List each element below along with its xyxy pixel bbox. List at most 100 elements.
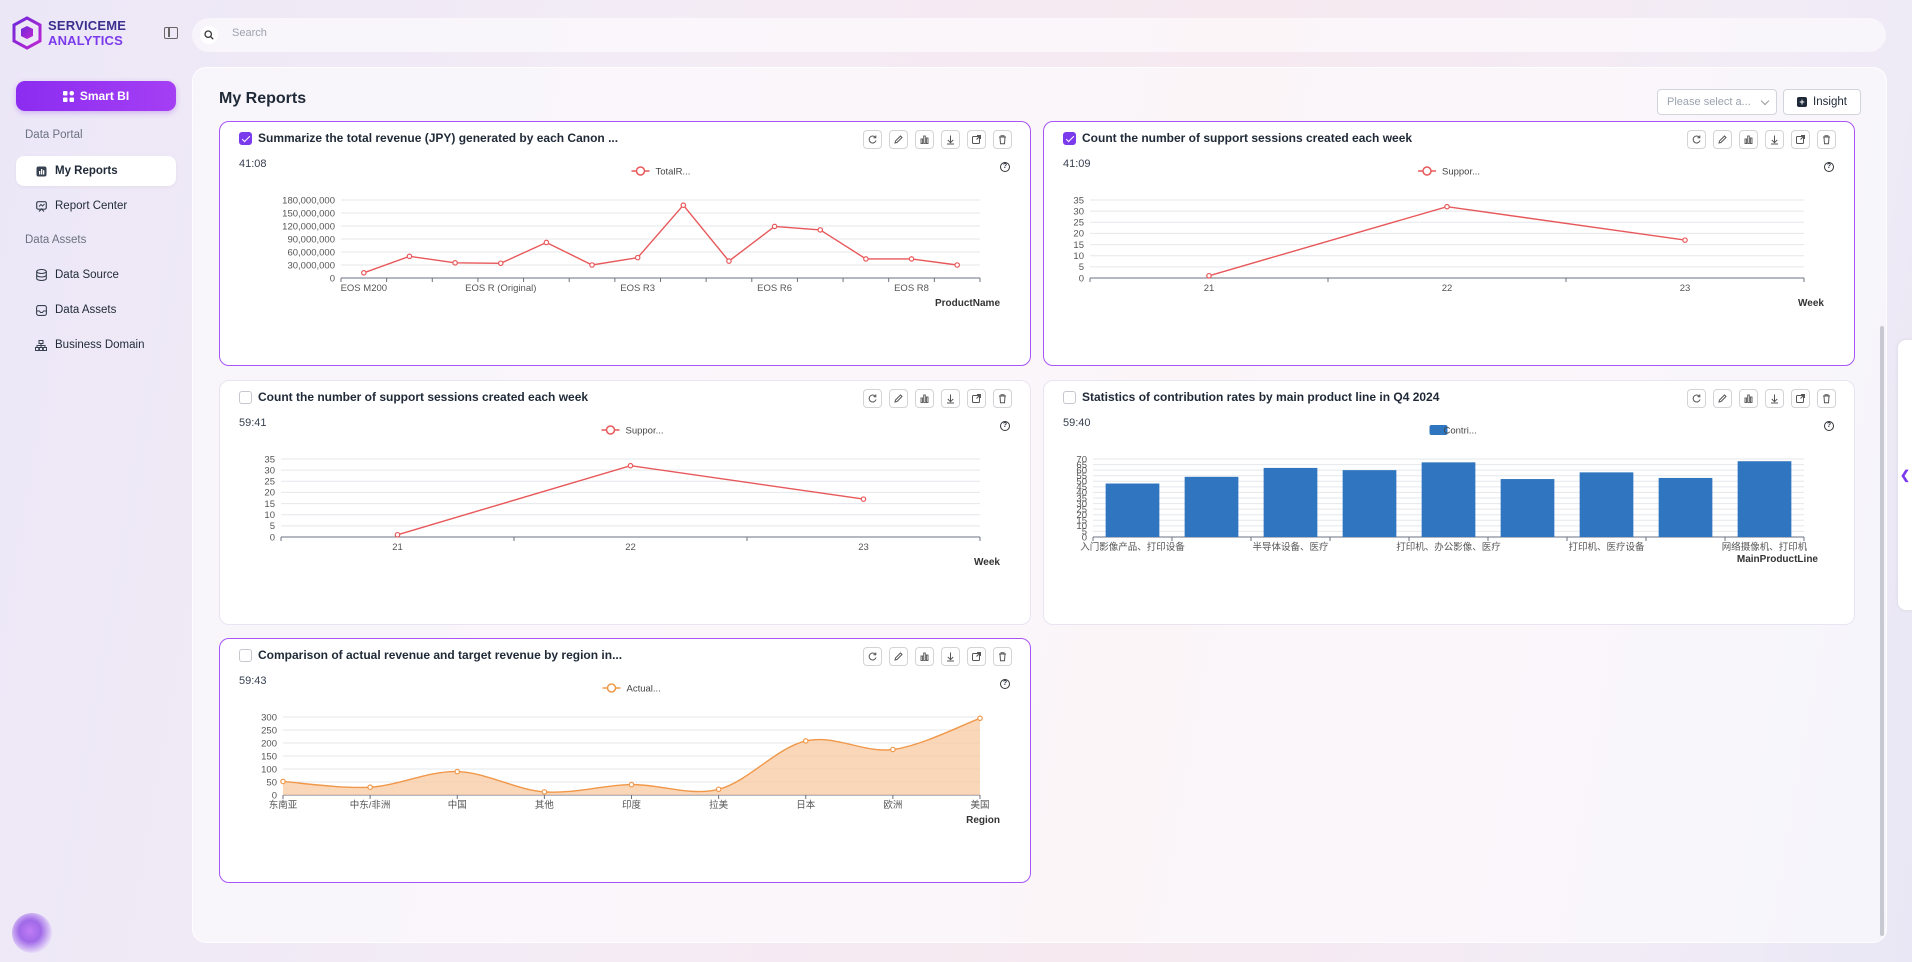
report-select[interactable]: Please select a... xyxy=(1657,89,1777,115)
x-axis-title: Region xyxy=(966,815,1000,826)
assistant-avatar[interactable] xyxy=(12,913,52,953)
download-icon[interactable] xyxy=(1765,389,1784,408)
download-icon[interactable] xyxy=(941,389,960,408)
card-toolbar xyxy=(863,130,1012,149)
y-tick-label: 150,000,000 xyxy=(282,208,335,219)
series-line xyxy=(363,204,958,274)
legend: Actual... xyxy=(602,683,661,695)
export-icon[interactable] xyxy=(967,389,986,408)
help-icon[interactable]: ? xyxy=(1000,421,1010,431)
help-icon[interactable]: ? xyxy=(1000,679,1010,689)
legend-swatch xyxy=(1422,166,1432,176)
series-line xyxy=(1208,205,1686,277)
x-tick-label: 半导体设备、医疗 xyxy=(1252,541,1329,553)
refresh-icon[interactable] xyxy=(863,647,882,666)
data-point xyxy=(454,768,461,775)
search-bar xyxy=(192,18,1886,52)
edit-icon[interactable] xyxy=(1713,389,1732,408)
plus-icon: + xyxy=(1797,97,1808,107)
export-icon[interactable] xyxy=(967,647,986,666)
y-tick-label: 60,000,000 xyxy=(287,247,335,258)
y-tick-label: 65 xyxy=(1076,460,1087,471)
y-tick-label: 25 xyxy=(264,477,275,488)
area-fill xyxy=(283,718,980,795)
card-timestamp: 41:09 xyxy=(1063,158,1091,170)
chart-type-icon[interactable] xyxy=(915,130,934,149)
y-tick-label: 25 xyxy=(1073,218,1084,229)
edit-icon[interactable] xyxy=(1713,130,1732,149)
download-icon[interactable] xyxy=(941,130,960,149)
bar xyxy=(1421,462,1476,537)
data-point xyxy=(908,256,915,262)
card-checkbox[interactable] xyxy=(1063,132,1076,145)
bar xyxy=(1184,476,1239,537)
export-icon[interactable] xyxy=(1791,130,1810,149)
export-icon[interactable] xyxy=(1791,389,1810,408)
chart-type-icon[interactable] xyxy=(1739,130,1758,149)
y-tick-label: 70 xyxy=(1076,454,1087,465)
sidebar-item-my-reports[interactable]: My Reports xyxy=(16,156,176,186)
download-icon[interactable] xyxy=(941,647,960,666)
refresh-icon[interactable] xyxy=(863,389,882,408)
data-point xyxy=(543,239,550,246)
sidebar-toggle-icon[interactable] xyxy=(164,27,178,39)
sidebar-item-data-source[interactable]: Data Source xyxy=(16,260,176,290)
data-point xyxy=(406,253,413,260)
sidebar-item-label: My Reports xyxy=(55,165,118,177)
chart-type-icon[interactable] xyxy=(915,647,934,666)
x-tick-label: 22 xyxy=(625,542,636,553)
sidebar-item-report-center[interactable]: Report Center xyxy=(16,191,176,221)
card-checkbox[interactable] xyxy=(239,649,252,662)
app-logo[interactable]: SERVICEME ANALYTICS xyxy=(12,16,126,50)
refresh-icon[interactable] xyxy=(1687,389,1706,408)
x-tick-label: 打印机、医疗设备 xyxy=(1568,541,1645,553)
card-toolbar xyxy=(863,389,1012,408)
report-icon xyxy=(35,165,47,177)
side-panel-handle[interactable]: ❮ xyxy=(1898,340,1912,610)
refresh-icon[interactable] xyxy=(1687,130,1706,149)
x-tick-label: EOS R3 xyxy=(620,283,655,294)
card-checkbox[interactable] xyxy=(1063,391,1076,404)
help-icon[interactable]: ? xyxy=(1824,162,1834,172)
legend-label: Suppor... xyxy=(626,426,664,437)
delete-icon[interactable] xyxy=(1817,130,1836,149)
refresh-icon[interactable] xyxy=(863,130,882,149)
delete-icon[interactable] xyxy=(1817,389,1836,408)
edit-icon[interactable] xyxy=(889,647,908,666)
insight-button[interactable]: + Insight xyxy=(1783,89,1861,115)
y-tick-label: 30 xyxy=(1073,206,1084,217)
data-point xyxy=(977,715,983,722)
sidebar-item-business-domain[interactable]: Business Domain xyxy=(16,330,176,360)
delete-icon[interactable] xyxy=(993,130,1012,149)
card-checkbox[interactable] xyxy=(239,391,252,404)
chart-type-icon[interactable] xyxy=(1739,389,1758,408)
report-card[interactable]: Count the number of support sessions cre… xyxy=(219,380,1031,625)
report-card[interactable]: Summarize the total revenue (JPY) genera… xyxy=(219,121,1031,366)
help-icon[interactable]: ? xyxy=(1000,162,1010,172)
report-card[interactable]: Statistics of contribution rates by main… xyxy=(1043,380,1855,625)
y-tick-label: 35 xyxy=(1073,195,1084,206)
scrollbar[interactable] xyxy=(1880,326,1884,936)
export-icon[interactable] xyxy=(967,130,986,149)
page-title: My Reports xyxy=(219,90,307,107)
sidebar-item-data-assets[interactable]: Data Assets xyxy=(16,295,176,325)
edit-icon[interactable] xyxy=(889,389,908,408)
data-point xyxy=(715,786,722,793)
help-icon[interactable]: ? xyxy=(1824,421,1834,431)
edit-icon[interactable] xyxy=(889,130,908,149)
bar xyxy=(1737,461,1792,537)
smart-bi-button[interactable]: Smart BI xyxy=(16,81,176,111)
y-tick-label: 30,000,000 xyxy=(287,260,335,271)
x-axis-title: Week xyxy=(974,557,1000,568)
chart-type-icon[interactable] xyxy=(915,389,934,408)
report-card[interactable]: Count the number of support sessions cre… xyxy=(1043,121,1855,366)
chevron-down-icon xyxy=(1760,96,1770,106)
search-icon[interactable] xyxy=(200,26,218,44)
data-point xyxy=(497,260,504,267)
card-checkbox[interactable] xyxy=(239,132,252,145)
search-input[interactable] xyxy=(232,27,632,39)
delete-icon[interactable] xyxy=(993,647,1012,666)
delete-icon[interactable] xyxy=(993,389,1012,408)
download-icon[interactable] xyxy=(1765,130,1784,149)
report-card[interactable]: Comparison of actual revenue and target … xyxy=(219,638,1031,883)
